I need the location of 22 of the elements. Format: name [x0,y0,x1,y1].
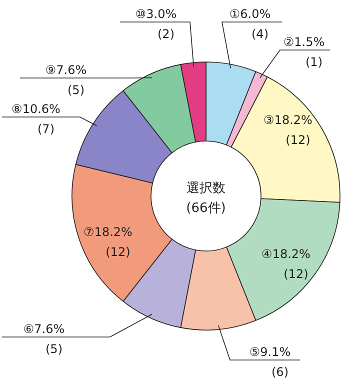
text: 選択数 [186,181,226,196]
data-label: 9.1% (6) [260,345,291,379]
data-label: 3.0% (2) [146,7,177,41]
slice-label: ⑨ [45,63,56,77]
data-label: 6.0% (4) [240,7,271,41]
slice-label: ① [229,7,240,21]
slice-label: ⑧ [12,102,22,116]
data-label: 7.6% (5) [56,63,87,97]
slice-label: ⑩ [135,7,146,21]
data-label: 18.2% (12) [272,247,310,281]
slice-label: ⑤ [249,345,260,359]
data-label: 1.5% (1) [294,35,325,69]
data-label: 18.2% (12) [94,225,132,259]
slice-label: ⑥ [23,322,34,336]
slice-label: ③ [264,113,274,127]
text: (66件) [186,201,226,216]
slice-label: ⑦ [84,225,94,239]
data-label: 18.2% (12) [274,113,312,147]
data-label: 7.6% (5) [34,322,65,356]
data-label: 10.6% (7) [22,102,60,136]
slice-label: ④ [262,247,272,261]
slice-label: ② [283,35,294,49]
